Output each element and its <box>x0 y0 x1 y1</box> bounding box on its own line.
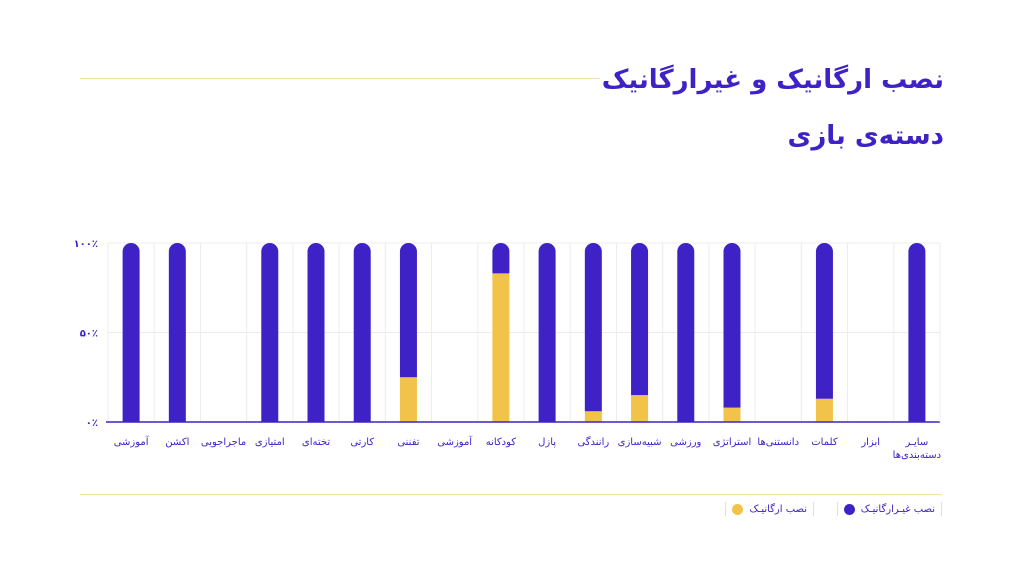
bar-non-organic <box>677 243 695 422</box>
bar-non-organic <box>584 243 602 412</box>
bar-non-organic <box>307 243 325 422</box>
x-tick-label: امتیازی <box>255 437 285 448</box>
x-tick-label: سایـر دسته‌بندی‌ها <box>893 437 941 461</box>
x-tick-label: اکشن <box>165 437 189 448</box>
x-tick-label: ورزشی <box>670 437 701 448</box>
x-tick-label-line: تفننی <box>397 437 419 448</box>
x-tick-label: آموزشی <box>114 435 150 448</box>
bar-organic <box>631 395 649 422</box>
x-tick-label-line: ورزشی <box>670 437 701 448</box>
legend-separator <box>941 502 942 516</box>
x-tick-label-line: کودکانه <box>486 437 517 448</box>
x-tick-label-line: آموزشی <box>437 435 473 448</box>
x-tick-label-line: ماجراجویی <box>201 437 246 448</box>
x-tick-label: شبیه‌سازی <box>618 437 662 448</box>
x-tick-label-line: شبیه‌سازی <box>618 437 662 448</box>
x-tick-label-line: دانستنی‌ها <box>757 437 799 448</box>
x-tick-label: کارتی <box>350 437 374 448</box>
x-tick-label: ابزار <box>860 437 880 448</box>
legend-item-non-organic: نصب غیـرارگانیـک <box>836 500 942 518</box>
x-tick-label-line: اکشن <box>165 437 189 448</box>
bar-non-organic <box>538 243 556 422</box>
legend-item-organic: نصب ارگانیـک <box>725 500 814 518</box>
legend-swatch-non-organic <box>843 503 855 515</box>
x-tick-label: ماجراجویی <box>201 437 246 448</box>
bar-organic <box>723 407 741 422</box>
bar-non-organic <box>631 243 649 396</box>
bar-organic <box>815 398 833 422</box>
x-tick-label: کلمات <box>811 437 838 448</box>
legend-swatch-organic <box>732 503 744 515</box>
x-tick-label-line: رانندگی <box>577 436 609 448</box>
legend-separator <box>813 502 814 516</box>
bar-non-organic <box>815 243 833 399</box>
bar-organic <box>584 411 602 422</box>
bar-non-organic <box>353 243 371 422</box>
y-tick-label: ۱۰۰٪ <box>74 239 98 250</box>
x-tick-label: پازل <box>538 437 556 448</box>
x-tick-label: رانندگی <box>577 436 609 448</box>
y-tick-label: ۵۰٪ <box>80 329 98 340</box>
x-tick-label-line: آموزشی <box>114 435 150 448</box>
x-tick-label-line: ابزار <box>860 437 880 448</box>
bar-non-organic <box>168 243 186 422</box>
x-tick-label-line: استراتژی <box>713 437 752 448</box>
x-tick-label: استراتژی <box>713 437 752 448</box>
bar-non-organic <box>723 243 741 408</box>
bar-non-organic <box>261 243 279 422</box>
x-tick-label: دانستنی‌ها <box>757 437 799 448</box>
x-tick-label: کودکانه <box>486 437 517 448</box>
bar-organic <box>399 377 417 422</box>
x-tick-label-line: امتیازی <box>255 437 285 448</box>
x-tick-label-line: کارتی <box>350 437 374 448</box>
bar-non-organic <box>908 243 926 422</box>
title-line-2: دسته‌ی بازی <box>787 121 945 151</box>
legend-label-non-organic: نصب غیـرارگانیـک <box>860 503 935 515</box>
x-tick-label-line: تخته‌ای <box>302 437 330 448</box>
y-tick-label: ۰٪ <box>86 418 98 429</box>
x-tick-label: تخته‌ای <box>302 437 330 448</box>
bar-non-organic <box>492 243 510 274</box>
bar-organic <box>492 273 510 422</box>
title-line-1: نصب ارگانیک و غیرارگانیک <box>601 65 944 95</box>
legend-divider <box>80 494 942 495</box>
legend-separator <box>836 502 838 516</box>
x-tick-label-line: سایـر <box>905 437 929 448</box>
bar-non-organic <box>399 243 417 378</box>
bar-non-organic <box>122 243 140 422</box>
x-tick-label-line: کلمات <box>811 437 838 448</box>
x-tick-label-line: دسته‌بندی‌ها <box>893 450 941 461</box>
legend-separator <box>725 502 727 516</box>
chart-title: نصب ارگانیک و غیرارگانیک دسته‌ی بازی <box>602 52 944 164</box>
x-tick-label: تفننی <box>397 437 419 448</box>
legend-label-organic: نصب ارگانیـک <box>749 503 807 515</box>
x-tick-label-line: پازل <box>538 437 556 448</box>
title-divider <box>80 78 600 79</box>
x-tick-label: آموزشی <box>437 435 473 448</box>
